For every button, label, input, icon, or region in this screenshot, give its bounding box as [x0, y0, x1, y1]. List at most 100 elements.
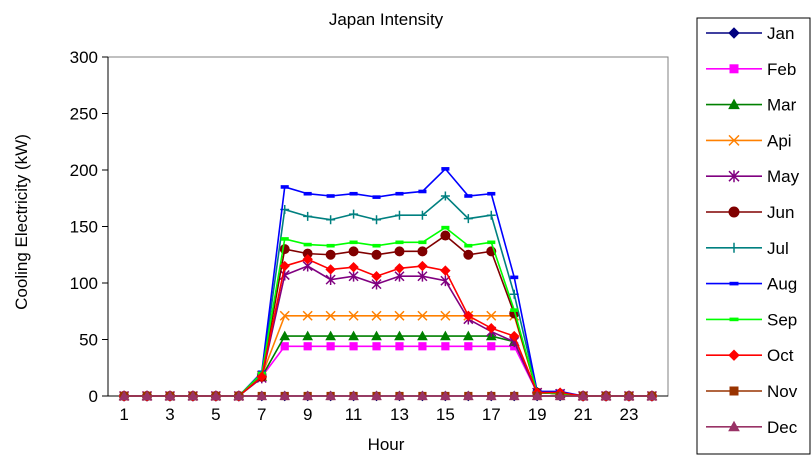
- data-point: [441, 225, 450, 230]
- y-tick-label: 150: [70, 218, 98, 237]
- legend-item-jul: Jul: [706, 239, 789, 258]
- data-point: [256, 371, 267, 382]
- x-tick-label: 21: [574, 405, 593, 424]
- data-point: [554, 390, 566, 401]
- data-point: [303, 191, 312, 196]
- data-point: [372, 342, 381, 351]
- data-point: [417, 246, 428, 257]
- data-point: [464, 342, 473, 351]
- legend-label: Mar: [767, 96, 797, 115]
- plot-frame: [107, 56, 669, 397]
- data-point: [417, 330, 428, 341]
- data-point: [729, 281, 739, 286]
- data-point: [372, 215, 382, 225]
- data-point: [279, 390, 291, 401]
- data-point: [280, 342, 289, 351]
- data-point: [325, 264, 336, 275]
- data-point: [728, 134, 740, 146]
- data-point: [325, 390, 336, 401]
- legend-item-mar: Mar: [706, 96, 797, 115]
- data-point: [729, 317, 739, 322]
- data-point: [348, 330, 359, 341]
- data-point: [302, 310, 313, 321]
- legend-label: Dec: [767, 418, 798, 437]
- y-axis-label: Cooling Electricity (kW): [12, 134, 31, 310]
- data-point: [371, 330, 382, 341]
- legend-label: Jan: [767, 24, 794, 43]
- y-tick-label: 200: [70, 161, 98, 180]
- data-point: [371, 249, 382, 260]
- data-point: [440, 310, 451, 321]
- data-point: [187, 390, 199, 401]
- data-point: [141, 390, 153, 401]
- data-point: [464, 194, 473, 198]
- data-point: [486, 322, 497, 334]
- data-point: [729, 386, 739, 396]
- x-tick-label: 9: [303, 405, 312, 424]
- data-point: [394, 210, 404, 220]
- data-point: [210, 390, 222, 401]
- data-point: [417, 260, 428, 272]
- data-point: [728, 420, 740, 432]
- data-point: [372, 195, 381, 199]
- data-point: [728, 349, 740, 361]
- legend-label: Sep: [767, 310, 797, 329]
- legend-label: May: [767, 167, 800, 186]
- y-tick-label: 100: [70, 274, 98, 293]
- data-point: [256, 390, 268, 401]
- data-point: [279, 244, 290, 255]
- data-point: [325, 249, 336, 260]
- data-point: [729, 64, 739, 74]
- chart-title: Japan Intensity: [329, 10, 444, 29]
- data-point: [440, 191, 450, 201]
- data-point: [441, 167, 450, 171]
- data-point: [531, 390, 543, 401]
- data-point: [371, 271, 382, 282]
- data-point: [303, 211, 313, 221]
- data-point: [395, 240, 404, 245]
- data-point: [279, 330, 291, 341]
- data-point: [325, 330, 336, 341]
- data-point: [486, 210, 496, 220]
- data-point: [441, 342, 450, 351]
- legend-label: Jun: [767, 203, 794, 222]
- y-tick-label: 250: [70, 105, 98, 124]
- data-point: [417, 210, 427, 220]
- data-point: [303, 342, 312, 351]
- data-point: [395, 191, 404, 196]
- data-point: [371, 390, 382, 401]
- data-point: [279, 260, 290, 272]
- legend-item-aug: Aug: [706, 275, 797, 294]
- data-point: [302, 254, 313, 265]
- data-point: [577, 390, 589, 401]
- data-point: [418, 342, 427, 351]
- data-point: [325, 274, 336, 286]
- data-point: [349, 209, 359, 219]
- data-point: [348, 246, 359, 257]
- y-tick-label: 300: [70, 48, 98, 67]
- data-point: [303, 242, 312, 247]
- data-point: [349, 342, 358, 351]
- data-point: [302, 390, 314, 401]
- x-tick-label: 11: [345, 405, 363, 424]
- series-dec: [118, 390, 658, 401]
- legend-frame: [696, 17, 811, 455]
- legend-label: Oct: [767, 346, 794, 365]
- x-tick-label: 23: [620, 405, 639, 424]
- data-point: [508, 390, 520, 401]
- x-tick-label: 1: [119, 405, 128, 424]
- x-tick-label: 19: [528, 405, 547, 424]
- x-axis-label: Hour: [368, 435, 405, 454]
- legend-item-oct: Oct: [706, 346, 794, 365]
- data-point: [463, 249, 474, 260]
- y-tick-label: 0: [89, 387, 98, 406]
- data-point: [326, 243, 335, 248]
- legend-item-dec: Dec: [706, 418, 798, 437]
- data-point: [417, 310, 428, 321]
- data-point: [440, 330, 451, 341]
- data-point: [462, 330, 474, 341]
- data-point: [487, 240, 496, 245]
- y-tick-label: 50: [79, 331, 98, 350]
- data-point: [349, 240, 358, 245]
